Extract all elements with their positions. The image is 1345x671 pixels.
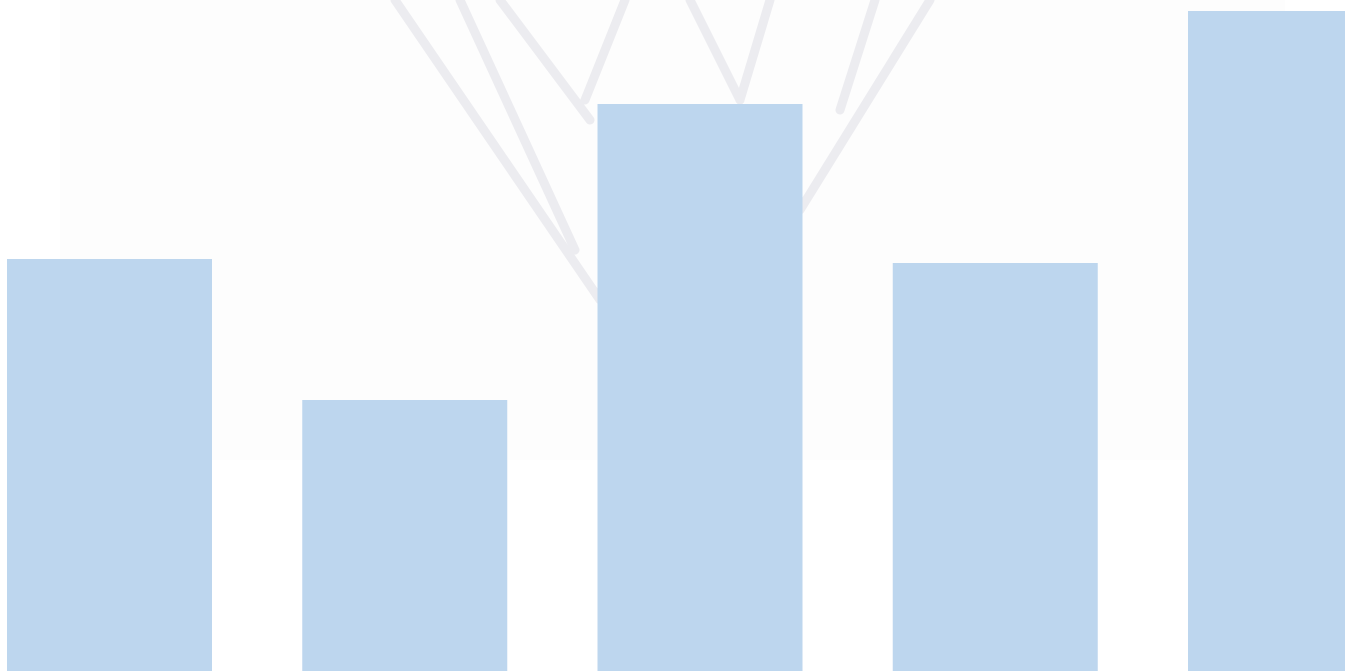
watermark-branch bbox=[495, 0, 595, 125]
watermark bbox=[390, 0, 935, 305]
watermark-branch bbox=[735, 0, 775, 105]
bar bbox=[597, 104, 803, 671]
watermark-branch bbox=[795, 0, 935, 215]
watermark-branch bbox=[685, 0, 745, 105]
watermark-branch bbox=[390, 0, 605, 305]
watermark-branch bbox=[455, 0, 580, 255]
bar bbox=[7, 259, 212, 671]
bar bbox=[1188, 11, 1345, 671]
watermark-branch bbox=[580, 0, 630, 105]
bar bbox=[892, 263, 1098, 671]
watermark-branch bbox=[835, 0, 880, 115]
bar bbox=[302, 400, 508, 671]
